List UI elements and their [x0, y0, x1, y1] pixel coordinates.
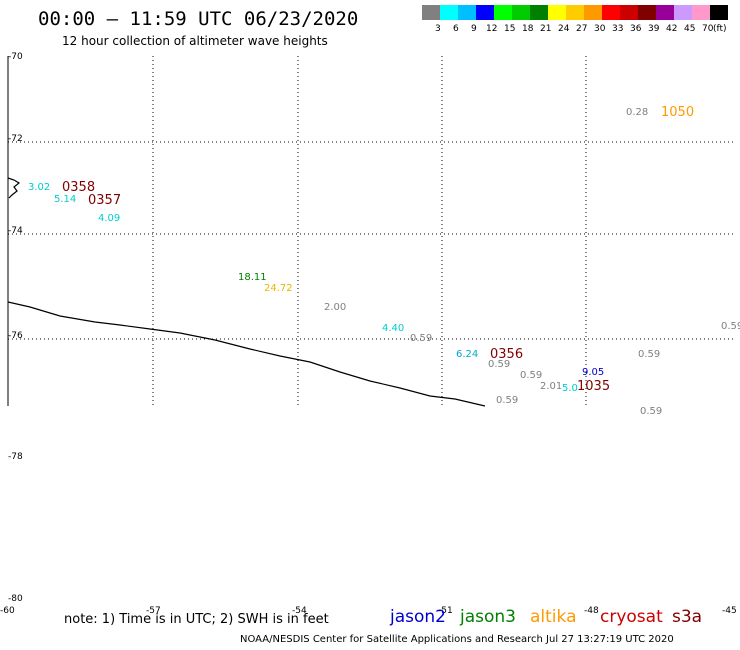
credit-line: NOAA/NESDIS Center for Satellite Applica…: [240, 634, 674, 645]
legend-label: 15: [504, 24, 516, 34]
latitude-label: -70: [8, 52, 23, 62]
legend-label: 30: [594, 24, 606, 34]
wave-height-value: 5.0: [562, 383, 578, 394]
satellite-legend-s3a: s3a: [672, 607, 703, 627]
legend-swatch: [548, 5, 566, 20]
legend-swatch: [602, 5, 620, 20]
wave-height-value: 9.05: [582, 367, 605, 378]
wave-height-value: 0.59: [721, 321, 740, 332]
legend-swatch: [584, 5, 602, 20]
wave-height-value: 18.11: [238, 272, 267, 283]
legend-label: 45: [684, 24, 696, 34]
legend-label: 42: [666, 24, 678, 34]
wave-height-value: 0.59: [496, 395, 519, 406]
legend-swatch: [620, 5, 638, 20]
legend-label: 33: [612, 24, 624, 34]
wave-height-value: 5.14: [54, 194, 77, 205]
wave-height-value: 0.59: [410, 333, 433, 344]
legend-label: 21: [540, 24, 552, 34]
wave-height-value: 4.40: [382, 323, 405, 334]
legend-swatch: [638, 5, 656, 20]
legend-swatch: [422, 5, 440, 20]
longitude-label: -57: [146, 606, 161, 616]
legend-label: 9: [471, 24, 477, 34]
satellite-legend-altika: altika: [530, 607, 577, 627]
legend-label: 27: [576, 24, 588, 34]
legend-label: 12: [486, 24, 498, 34]
wave-height-value: 2.00: [324, 302, 347, 313]
legend-label: 18: [522, 24, 534, 34]
legend-label: 6: [453, 24, 459, 34]
longitude-label: -54: [292, 606, 307, 616]
wave-height-value: 6.24: [456, 349, 479, 360]
latitude-label: -74: [8, 226, 23, 236]
pass-time-label: 0356: [490, 347, 524, 362]
longitude-label: -51: [438, 606, 453, 616]
longitude-label: -45: [722, 606, 737, 616]
legend-swatch: [512, 5, 530, 20]
legend-label: 70: [702, 24, 714, 34]
legend-swatch: [476, 5, 494, 20]
legend-swatch: [530, 5, 548, 20]
latitude-label: -80: [8, 594, 23, 604]
page-subtitle: 12 hour collection of altimeter wave hei…: [62, 34, 328, 48]
wave-height-value: 4.09: [98, 213, 121, 224]
legend-swatch: [494, 5, 512, 20]
page-title: 00:00 – 11:59 UTC 06/23/2020: [38, 8, 359, 30]
pass-time-label: 0358: [62, 180, 96, 195]
units-note: note: 1) Time is in UTC; 2) SWH is in fe…: [64, 612, 329, 627]
legend-swatch: [710, 5, 728, 20]
longitude-label: -60: [0, 606, 15, 616]
satellite-legend-jason2: jason2: [390, 607, 446, 627]
legend-unit: (ft): [713, 24, 727, 34]
longitude-label: -48: [584, 606, 599, 616]
wave-height-value: 0.59: [488, 359, 511, 370]
legend-swatch: [440, 5, 458, 20]
latitude-label: -78: [8, 452, 23, 462]
wave-height-value: 3.02: [28, 182, 51, 193]
wave-height-value: 0.28: [626, 107, 649, 118]
coastline: [7, 301, 486, 407]
legend-swatch: [458, 5, 476, 20]
legend-swatch: [692, 5, 710, 20]
wave-height-value: 0.59: [638, 349, 661, 360]
legend-label: 24: [558, 24, 570, 34]
legend-swatch: [656, 5, 674, 20]
legend-label: 39: [648, 24, 660, 34]
island-outline: [7, 177, 21, 199]
wave-height-value: 24.72: [264, 283, 293, 294]
pass-time-label: 1035: [577, 379, 611, 394]
legend-swatch: [566, 5, 584, 20]
pass-time-label: 0357: [88, 193, 122, 208]
latitude-label: -76: [8, 331, 23, 341]
legend-swatch: [674, 5, 692, 20]
legend-label: 3: [435, 24, 441, 34]
satellite-legend-jason3: jason3: [460, 607, 516, 627]
pass-time-label: 1050: [661, 105, 695, 120]
latitude-label: -72: [8, 134, 23, 144]
graticule: [8, 56, 736, 406]
wave-height-value: 0.59: [520, 370, 543, 381]
satellite-legend-cryosat: cryosat: [600, 607, 663, 627]
wave-height-value: 0.59: [640, 406, 663, 417]
legend-label: 36: [630, 24, 642, 34]
wave-height-value: 2.01: [540, 381, 563, 392]
